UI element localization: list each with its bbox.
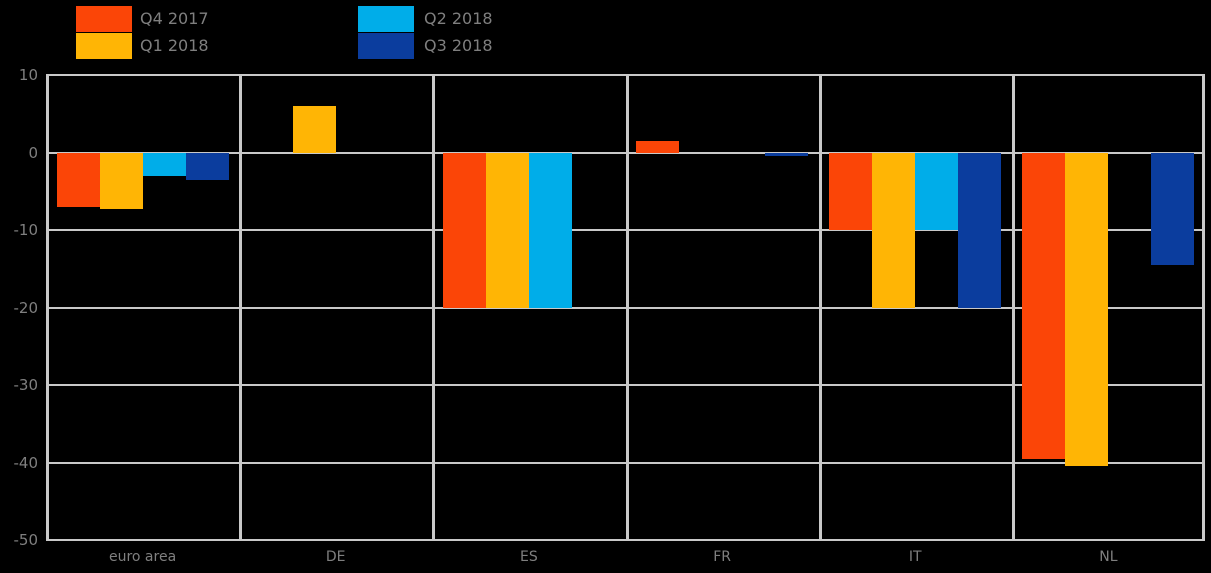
gridline-h — [46, 151, 1205, 154]
bar-q1-2018-DE — [292, 106, 336, 153]
bar-q1-2018-euro-area — [99, 152, 143, 210]
panel-separator — [432, 75, 435, 540]
y-tick-label: -40 — [13, 453, 39, 472]
bar-q1-2018-ES — [485, 152, 529, 308]
bar-q3-2018-euro-area — [185, 152, 229, 180]
bar-q2-2018-IT — [915, 152, 959, 230]
gridline-h — [46, 539, 1205, 541]
y-tick-label: 10 — [18, 66, 38, 84]
legend-label: Q4 2017 — [140, 9, 209, 28]
gridline-h — [46, 306, 1205, 309]
legend-item-q1-2018: Q1 2018 — [76, 33, 209, 59]
gridline-h — [46, 229, 1205, 231]
x-tick-label-FR: FR — [713, 549, 731, 565]
legend-item-q4-2017: Q4 2017 — [76, 6, 209, 32]
legend-label: Q2 2018 — [424, 9, 493, 28]
bar-q2-2018-ES — [528, 152, 572, 308]
panel-separator — [819, 75, 822, 540]
bar-q4-2017-euro-area — [56, 152, 100, 207]
panel-separator — [1012, 75, 1015, 540]
bar-q3-2018-NL — [1151, 152, 1195, 265]
bar-q2-2018-euro-area — [142, 152, 186, 176]
legend-swatch-q1-2018 — [76, 33, 132, 59]
legend-item-q2-2018: Q2 2018 — [358, 6, 493, 32]
bar-q3-2018-IT — [958, 152, 1002, 308]
bar-q4-2017-IT — [829, 152, 873, 230]
plot-area — [46, 74, 1205, 541]
x-tick-label-IT: IT — [908, 549, 922, 565]
gridline-h — [46, 74, 1205, 76]
x-tick-label-NL: NL — [1099, 549, 1118, 565]
legend-swatch-q2-2018 — [358, 6, 414, 32]
gridline-h — [46, 461, 1205, 464]
y-tick-label: 0 — [28, 143, 38, 162]
bar-q1-2018-IT — [872, 152, 916, 308]
y-tick-label: -10 — [13, 221, 39, 239]
legend-item-q3-2018: Q3 2018 — [358, 33, 493, 59]
bar-q1-2018-NL — [1065, 152, 1109, 467]
legend-swatch-q4-2017 — [76, 6, 132, 32]
x-tick-label-DE: DE — [325, 549, 346, 565]
y-tick-label: -20 — [13, 298, 39, 317]
y-tick-label: -30 — [13, 376, 39, 394]
bar-q4-2017-NL — [1022, 152, 1066, 459]
bar-q4-2017-FR — [636, 140, 680, 153]
legend-swatch-q3-2018 — [358, 33, 414, 59]
x-tick-label-ES: ES — [520, 549, 538, 565]
panel-separator — [626, 75, 629, 540]
legend-label: Q3 2018 — [424, 36, 493, 55]
panel-separator — [1202, 75, 1205, 540]
panel-separator — [46, 75, 49, 540]
y-tick-label: -50 — [13, 531, 39, 549]
gridline-h — [46, 384, 1205, 386]
bar-q4-2017-ES — [442, 152, 486, 308]
bar-q3-2018-FR — [765, 152, 809, 157]
panel-separator — [239, 75, 242, 540]
legend-label: Q1 2018 — [140, 36, 209, 55]
x-tick-label-euro-area: euro area — [108, 549, 177, 565]
